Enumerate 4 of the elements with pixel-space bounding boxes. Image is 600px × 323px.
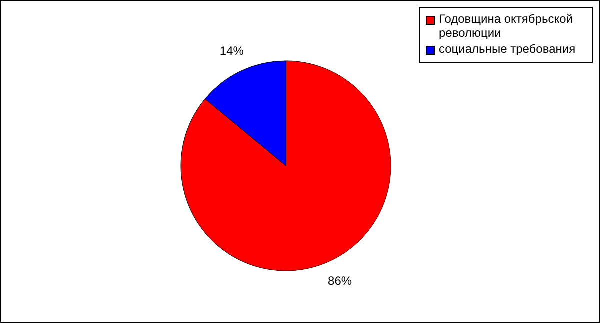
pie-slice — [180, 60, 392, 272]
data-label: 86% — [328, 274, 352, 288]
legend-label: социальные требования — [439, 42, 576, 56]
data-label: 14% — [220, 44, 244, 58]
